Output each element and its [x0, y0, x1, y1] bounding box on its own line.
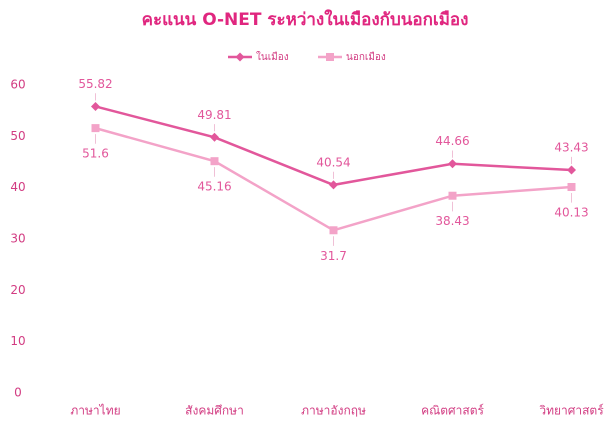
point	[567, 182, 576, 191]
data-label: 49.81	[197, 108, 231, 122]
point	[329, 180, 338, 190]
point	[448, 191, 457, 200]
y-tick-label: 60	[10, 78, 25, 92]
point	[567, 165, 576, 175]
data-label: 40.54	[316, 155, 350, 169]
data-label: 51.6	[82, 147, 109, 161]
y-tick-label: 10	[10, 334, 25, 348]
x-tick-label: ภาษาไทย	[70, 404, 120, 418]
data-label: 40.13	[554, 205, 588, 219]
x-tick-label: สังคมศึกษา	[185, 404, 244, 418]
x-tick-label: ภาษาอังกฤษ	[301, 404, 366, 418]
data-label: 43.43	[554, 141, 588, 155]
point	[91, 101, 100, 111]
legend-label: ในเมือง	[256, 51, 289, 63]
legend-label: นอกเมือง	[346, 51, 386, 63]
y-tick-label: 30	[10, 232, 25, 246]
point	[448, 159, 457, 169]
x-tick-label: คณิตศาสตร์	[421, 404, 484, 418]
data-label: 45.16	[197, 180, 231, 194]
point	[329, 226, 338, 235]
data-label: 38.43	[435, 214, 469, 228]
x-tick-label: วิทยาศาสตร์	[539, 404, 604, 418]
data-label: 31.7	[320, 249, 347, 263]
data-label: 55.82	[78, 77, 112, 91]
y-tick-label: 20	[10, 283, 25, 297]
point	[210, 157, 219, 166]
y-tick-label: 50	[10, 129, 25, 143]
legend-marker	[235, 52, 245, 62]
data-label: 44.66	[435, 134, 469, 148]
point	[91, 124, 100, 133]
y-tick-label: 40	[10, 180, 25, 194]
legend-marker	[326, 53, 334, 61]
y-tick-label: 0	[14, 386, 22, 400]
chart-title: คะแนน O-NET ระหว่างในเมืองกับนอกเมือง	[142, 9, 469, 30]
series-line	[95, 126, 572, 232]
point	[210, 132, 219, 142]
